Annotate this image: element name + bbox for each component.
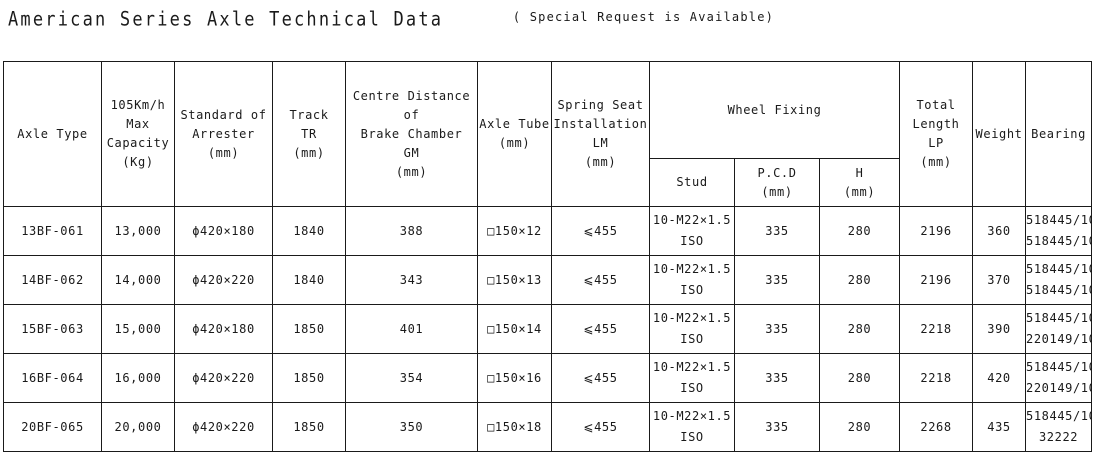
header-capacity: 105Km/h Max Capacity (Kg) — [101, 61, 175, 207]
cell-arrester: ϕ420×220 — [174, 402, 273, 452]
header-brake-chamber: Centre Distance of Brake Chamber GM (mm) — [345, 61, 478, 207]
cell-axle-tube: □150×18 — [477, 402, 552, 452]
cell-arrester: ϕ420×180 — [174, 206, 273, 256]
header-total-length: Total Length LP (mm) — [899, 61, 974, 207]
table-header: Axle Type 105Km/h Max Capacity (Kg) Stan… — [3, 61, 1093, 207]
cell-capacity: 14,000 — [101, 255, 175, 305]
header-track: Track TR (mm) — [272, 61, 346, 207]
cell-total-length: 2268 — [899, 402, 974, 452]
cell-total-length: 2196 — [899, 206, 974, 256]
cell-spring-seat: ⩽455 — [551, 206, 650, 256]
cell-axle-tube: □150×14 — [477, 304, 552, 354]
header-spring-seat: Spring Seat Installation LM (mm) — [551, 61, 650, 207]
cell-bearing: 518445/10 220149/10 — [1025, 353, 1093, 403]
header-stud: Stud — [649, 158, 735, 207]
page-title: American Series Axle Technical Data — [8, 8, 444, 31]
cell-stud: 10-M22×1.5 ISO — [649, 304, 735, 354]
cell-spring-seat: ⩽455 — [551, 304, 650, 354]
header-axle-type: Axle Type — [3, 61, 102, 207]
cell-capacity: 20,000 — [101, 402, 175, 452]
cell-arrester: ϕ420×220 — [174, 353, 273, 403]
cell-brake-chamber: 401 — [345, 304, 478, 354]
cell-axle-type: 14BF-062 — [3, 255, 102, 305]
cell-capacity: 13,000 — [101, 206, 175, 256]
cell-capacity: 16,000 — [101, 353, 175, 403]
cell-track: 1840 — [272, 206, 346, 256]
cell-h: 280 — [818, 402, 901, 452]
cell-axle-type: 16BF-064 — [3, 353, 102, 403]
header-arrester: Standard of Arrester (mm) — [174, 61, 273, 207]
cell-axle-tube: □150×13 — [477, 255, 552, 305]
cell-stud: 10-M22×1.5 ISO — [649, 402, 735, 452]
table-body: 13BF-061 13,000 ϕ420×180 1840 388 □150×1… — [3, 206, 1093, 452]
cell-bearing: 518445/10 518445/10 — [1025, 255, 1093, 305]
cell-pcd: 335 — [734, 304, 820, 354]
cell-weight: 435 — [972, 402, 1027, 452]
cell-stud: 10-M22×1.5 ISO — [649, 353, 735, 403]
cell-brake-chamber: 388 — [345, 206, 478, 256]
header-bearing: Bearing — [1025, 61, 1093, 207]
cell-pcd: 335 — [734, 353, 820, 403]
cell-brake-chamber: 354 — [345, 353, 478, 403]
cell-axle-type: 13BF-061 — [3, 206, 102, 256]
cell-capacity: 15,000 — [101, 304, 175, 354]
cell-weight: 390 — [972, 304, 1027, 354]
cell-weight: 420 — [972, 353, 1027, 403]
cell-pcd: 335 — [734, 206, 820, 256]
cell-h: 280 — [818, 206, 901, 256]
cell-spring-seat: ⩽455 — [551, 255, 650, 305]
title-row: American Series Axle Technical Data ( Sp… — [8, 8, 774, 36]
cell-h: 280 — [818, 255, 901, 305]
cell-bearing: 518445/10 220149/10 — [1025, 304, 1093, 354]
page-subtitle: ( Special Request is Available) — [512, 10, 775, 24]
cell-brake-chamber: 343 — [345, 255, 478, 305]
cell-arrester: ϕ420×180 — [174, 304, 273, 354]
cell-h: 280 — [818, 304, 901, 354]
cell-stud: 10-M22×1.5 ISO — [649, 255, 735, 305]
table-row: 16BF-064 16,000 ϕ420×220 1850 354 □150×1… — [3, 353, 1093, 403]
header-wheel-fixing: Wheel Fixing — [648, 61, 901, 159]
cell-total-length: 2196 — [899, 255, 974, 305]
header-axle-tube: Axle Tube (mm) — [477, 61, 552, 207]
cell-weight: 370 — [972, 255, 1027, 305]
cell-track: 1850 — [272, 402, 346, 452]
cell-pcd: 335 — [734, 255, 820, 305]
cell-spring-seat: ⩽455 — [551, 402, 650, 452]
axle-data-table: Axle Type 105Km/h Max Capacity (Kg) Stan… — [3, 61, 1093, 452]
table-row: 14BF-062 14,000 ϕ420×220 1840 343 □150×1… — [3, 255, 1093, 305]
cell-bearing: 518445/10 32222 — [1025, 402, 1093, 452]
cell-arrester: ϕ420×220 — [174, 255, 273, 305]
cell-track: 1850 — [272, 353, 346, 403]
cell-axle-tube: □150×12 — [477, 206, 552, 256]
table-row: 15BF-063 15,000 ϕ420×180 1850 401 □150×1… — [3, 304, 1093, 354]
cell-track: 1850 — [272, 304, 346, 354]
cell-weight: 360 — [972, 206, 1027, 256]
cell-spring-seat: ⩽455 — [551, 353, 650, 403]
table-row: 20BF-065 20,000 ϕ420×220 1850 350 □150×1… — [3, 402, 1093, 452]
cell-track: 1840 — [272, 255, 346, 305]
cell-brake-chamber: 350 — [345, 402, 478, 452]
cell-total-length: 2218 — [899, 304, 974, 354]
cell-axle-type: 15BF-063 — [3, 304, 102, 354]
header-weight: Weight — [972, 61, 1027, 207]
cell-pcd: 335 — [734, 402, 820, 452]
cell-h: 280 — [818, 353, 901, 403]
cell-axle-tube: □150×16 — [477, 353, 552, 403]
header-pcd: P.C.D (mm) — [734, 158, 820, 207]
cell-axle-type: 20BF-065 — [3, 402, 102, 452]
cell-stud: 10-M22×1.5 ISO — [649, 206, 735, 256]
table-row: 13BF-061 13,000 ϕ420×180 1840 388 □150×1… — [3, 206, 1093, 256]
cell-total-length: 2218 — [899, 353, 974, 403]
cell-bearing: 518445/10 518445/10 — [1025, 206, 1093, 256]
header-h: H (mm) — [818, 158, 901, 207]
